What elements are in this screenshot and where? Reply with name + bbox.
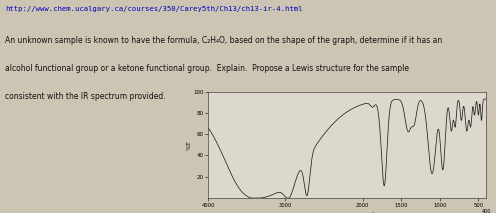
X-axis label: Wavenumber(cm⁻¹): Wavenumber(cm⁻¹) (316, 212, 378, 213)
Text: alcohol functional group or a ketone functional group.  Explain.  Propose a Lewi: alcohol functional group or a ketone fun… (5, 64, 409, 73)
Y-axis label: %T: %T (186, 140, 191, 150)
Text: consistent with the IR spectrum provided.: consistent with the IR spectrum provided… (5, 92, 166, 101)
Text: http://www.chem.ucalgary.ca/courses/350/Carey5th/Ch13/ch13-ir-4.html: http://www.chem.ucalgary.ca/courses/350/… (5, 6, 303, 12)
Text: 400: 400 (482, 209, 491, 213)
Text: An unknown sample is known to have the formula, C₂H₄O, based on the shape of the: An unknown sample is known to have the f… (5, 36, 442, 45)
